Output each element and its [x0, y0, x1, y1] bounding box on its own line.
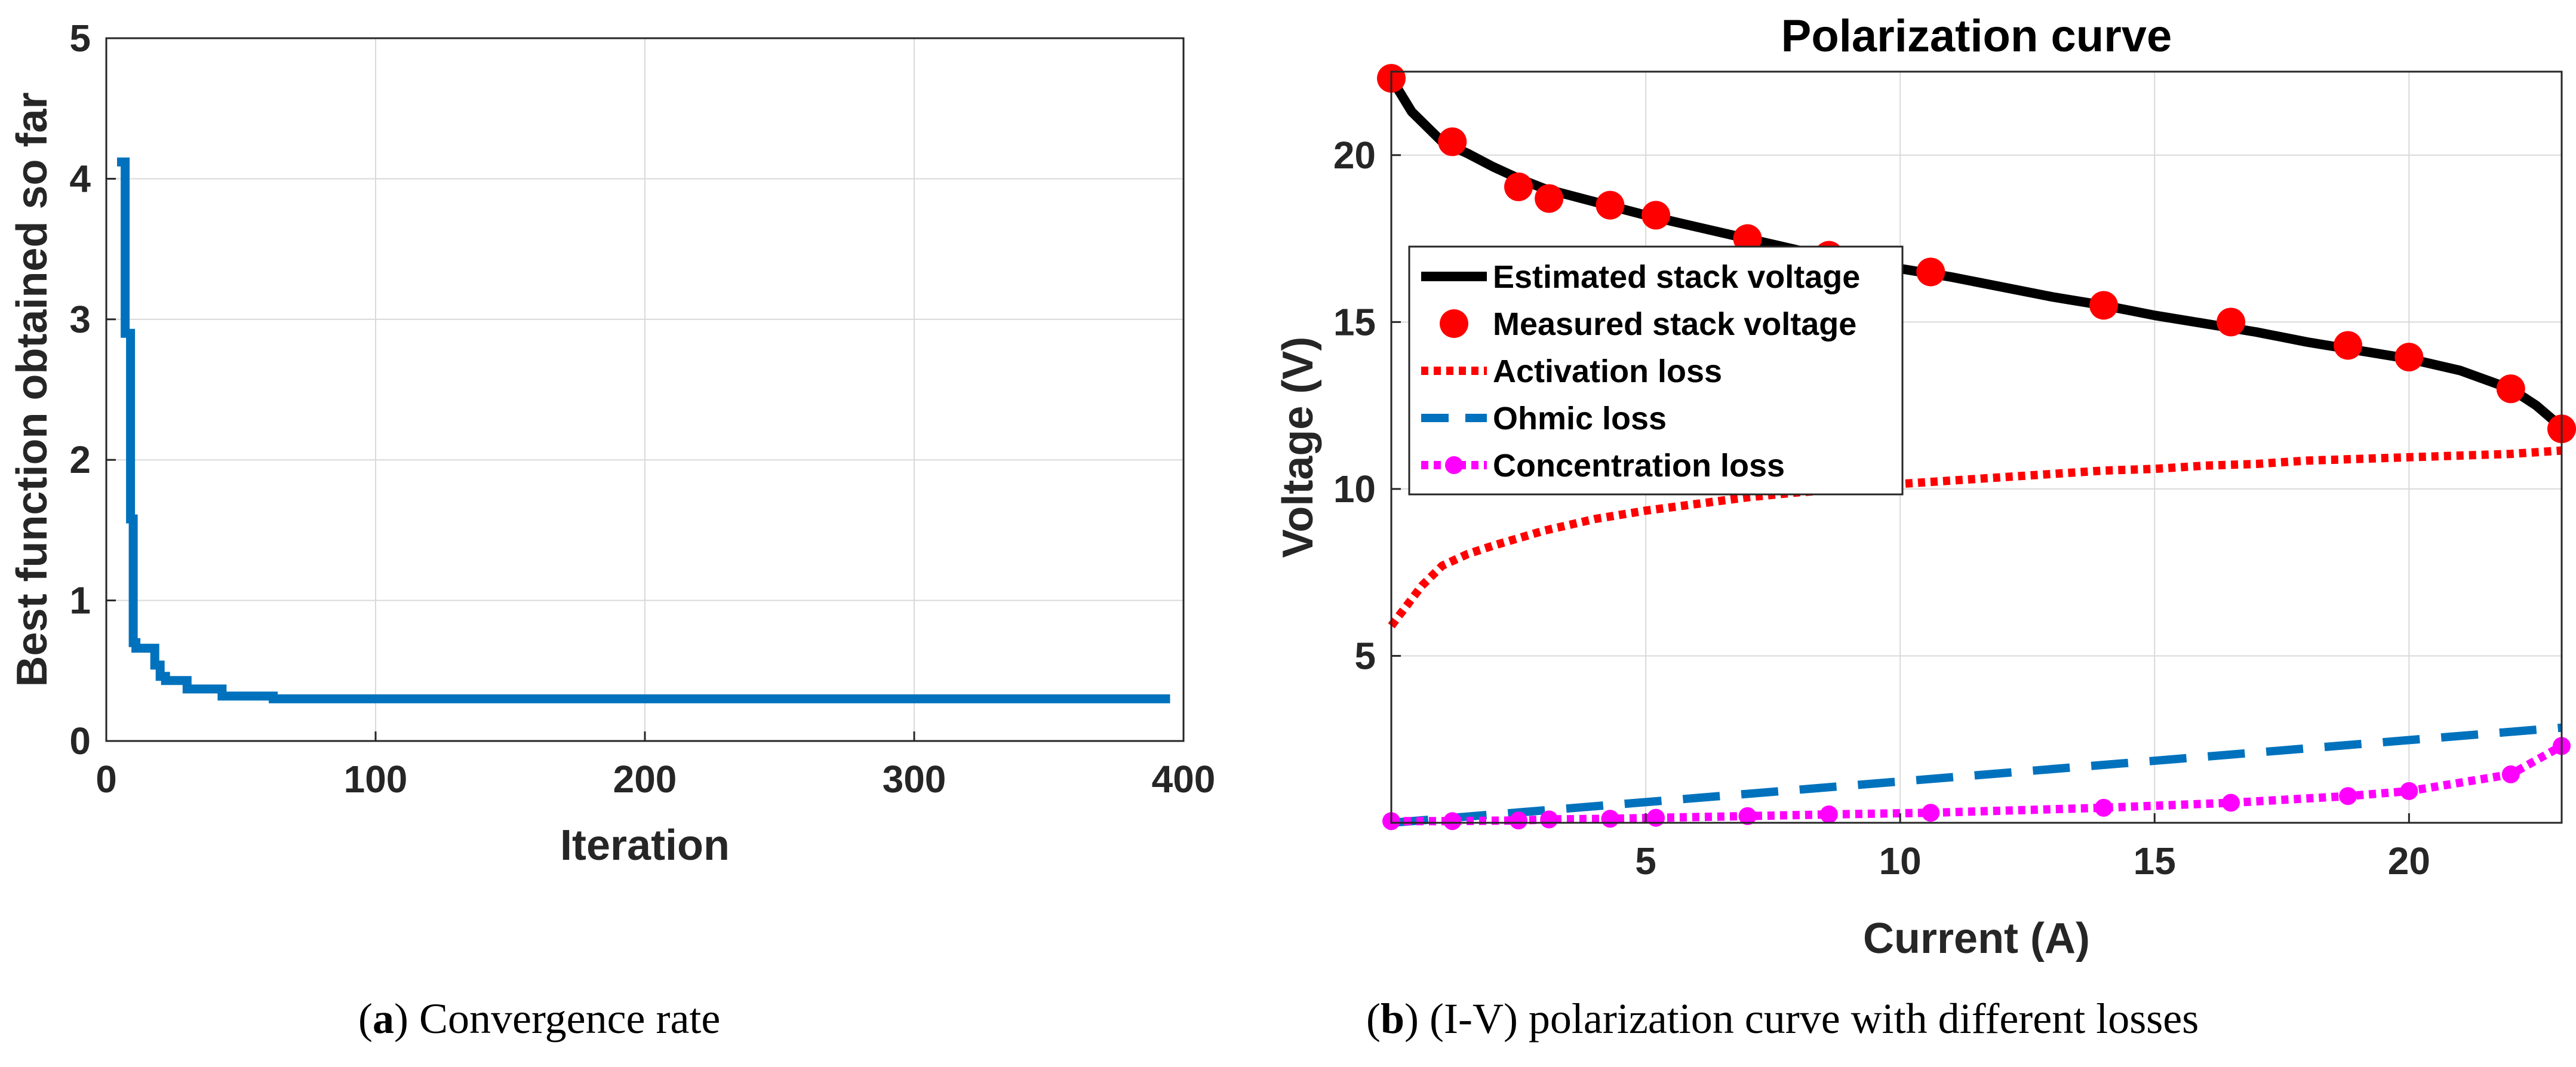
measured-voltage-point [2217, 308, 2246, 337]
measured-voltage-point [1438, 127, 1467, 156]
x-tick-label: 10 [1879, 840, 1922, 882]
legend-label-measured: Measured stack voltage [1493, 306, 1856, 342]
legend-label-activation: Activation loss [1493, 353, 1722, 389]
measured-voltage-point [1916, 257, 1945, 287]
convergence-y-axis-label: Best function obtained so far [8, 92, 56, 687]
legend-box [1408, 245, 1904, 496]
concentration-loss-marker [1510, 811, 1528, 830]
polarization-y-axis-label: Voltage (V) [1274, 337, 1322, 558]
x-tick-label: 15 [2134, 840, 2176, 882]
x-tick-label: 100 [344, 758, 408, 801]
measured-voltage-point [1535, 184, 1564, 213]
legend-label-ohmic: Ohmic loss [1493, 401, 1667, 436]
concentration-loss-marker [2222, 794, 2240, 812]
x-tick-label: 200 [613, 758, 677, 801]
polarization-x-axis-label: Current (A) [1863, 915, 2090, 963]
caption-a: (a) Convergence rate [358, 995, 721, 1043]
convergence-grid [106, 38, 1184, 741]
convergence-line [117, 157, 1170, 703]
x-tick-label: 0 [96, 758, 117, 801]
y-tick-label: 2 [69, 438, 91, 481]
legend-label-estimated: Estimated stack voltage [1493, 259, 1860, 295]
x-tick-label: 300 [883, 758, 946, 801]
polarization-series [1377, 64, 2576, 831]
caption-b-letter: b [1380, 995, 1405, 1043]
x-tick-label: 400 [1152, 758, 1216, 801]
measured-voltage-point [2394, 343, 2424, 372]
concentration-loss-marker [1540, 810, 1558, 829]
polarization-chart-title: Polarization curve [1781, 11, 2172, 62]
ohmic-loss-line [1391, 723, 2562, 827]
convergence-ticks: 0 100 200 300 400 0 1 2 3 4 5 [69, 17, 1215, 801]
convergence-x-axis-label: Iteration [560, 822, 730, 869]
caption-b-text: (I-V) polarization curve with different … [1430, 995, 2199, 1043]
concentration-loss-marker [1443, 812, 1462, 831]
polarization-chart: 5 10 15 20 5 10 15 20 Polarization curve Curren… [1274, 11, 2576, 963]
y-tick-label: 20 [1333, 134, 1376, 177]
legend-symbol-measured [1440, 309, 1468, 338]
caption-b: (b) (I-V) polarization curve with differ… [1366, 995, 2199, 1043]
concentration-loss-marker [1647, 808, 1665, 827]
concentration-loss-marker [1738, 807, 1757, 825]
x-tick-label: 20 [2388, 840, 2430, 882]
concentration-loss-marker [2501, 765, 2520, 783]
concentration-loss-marker [2400, 782, 2418, 800]
y-tick-label: 5 [69, 17, 91, 60]
y-tick-label: 10 [1333, 468, 1376, 511]
caption-a-text: Convergence rate [419, 995, 721, 1043]
y-tick-label: 4 [69, 157, 91, 200]
measured-voltage-point [2089, 291, 2119, 320]
y-tick-label: 0 [69, 719, 91, 762]
y-tick-label: 3 [69, 298, 91, 341]
legend-symbol-concentration-marker [1445, 456, 1463, 474]
polarization-axes-box [1390, 70, 2563, 824]
y-tick-label: 1 [69, 579, 91, 622]
measured-voltage-point [1596, 190, 1625, 220]
polarization-ticks: 5 10 15 20 5 10 15 20 [1333, 134, 2430, 882]
concentration-loss-marker [1601, 810, 1619, 828]
convergence-series [117, 157, 1170, 703]
concentration-loss-marker [2095, 798, 2113, 817]
measured-voltage-point [2334, 331, 2363, 360]
y-tick-label: 15 [1333, 300, 1376, 343]
convergence-chart: 0 100 200 300 400 0 1 2 3 4 5 Iteration Best funct… [8, 17, 1215, 869]
x-tick-label: 5 [1635, 840, 1656, 882]
concentration-loss-marker [2339, 787, 2357, 805]
legend-label-concentration: Concentration loss [1493, 448, 1785, 484]
measured-voltage-point [1641, 201, 1671, 230]
caption-a-letter: a [372, 995, 394, 1043]
concentration-loss-marker [1819, 805, 1838, 824]
polarization-legend: Estimated stack voltage Measured stack v… [1408, 245, 1904, 496]
concentration-loss-marker [1922, 804, 1940, 822]
measured-voltage-point [2496, 374, 2525, 404]
y-tick-label: 5 [1354, 634, 1376, 677]
activation-loss-line [1388, 446, 2562, 629]
measured-voltage-point [1504, 172, 1533, 201]
